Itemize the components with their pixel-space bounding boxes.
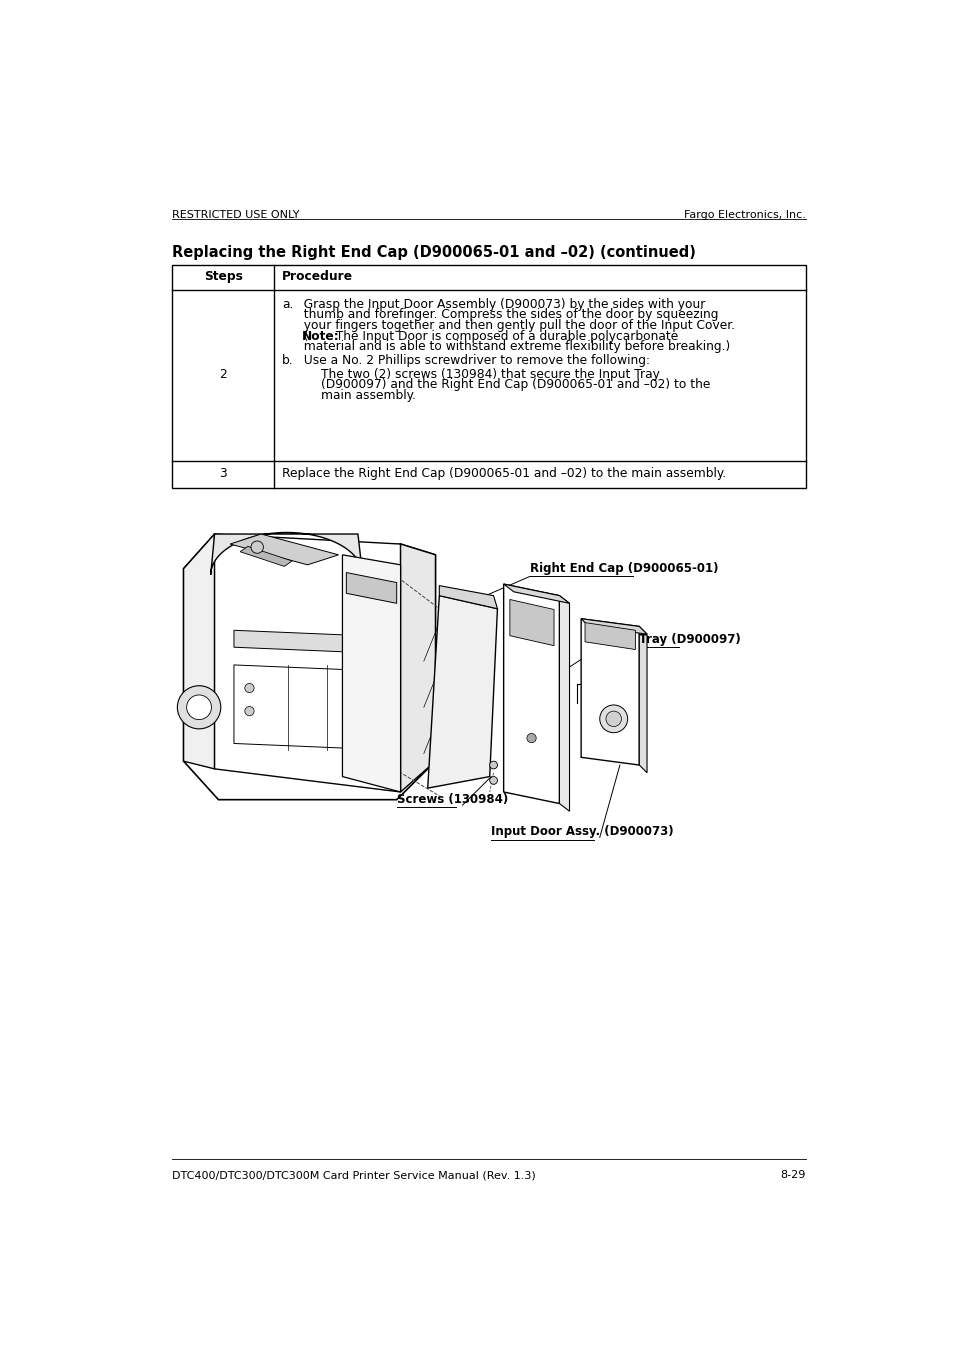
- Text: Replace the Right End Cap (D900065-01 and –02) to the main assembly.: Replace the Right End Cap (D900065-01 an…: [282, 467, 725, 480]
- Text: a.: a.: [282, 297, 294, 311]
- Text: The Input Door is composed of a durable polycarbonate: The Input Door is composed of a durable …: [328, 330, 678, 343]
- Polygon shape: [211, 532, 362, 574]
- Text: Right End Cap (D900065-01): Right End Cap (D900065-01): [530, 562, 718, 574]
- Text: Input Tray (D900097): Input Tray (D900097): [599, 632, 740, 646]
- Text: (D900097) and the Right End Cap (D900065-01 and –02) to the: (D900097) and the Right End Cap (D900065…: [320, 378, 709, 392]
- Circle shape: [489, 761, 497, 769]
- Circle shape: [187, 694, 212, 720]
- Text: DTC400/DTC300/DTC300M Card Printer Service Manual (Rev. 1.3): DTC400/DTC300/DTC300M Card Printer Servi…: [172, 1170, 536, 1179]
- Text: 2: 2: [219, 367, 227, 381]
- Polygon shape: [427, 596, 497, 788]
- Polygon shape: [400, 544, 435, 792]
- Text: (: (: [295, 330, 308, 343]
- Text: material and is able to withstand extreme flexibility before breaking.): material and is able to withstand extrem…: [295, 340, 729, 353]
- Circle shape: [489, 777, 497, 785]
- Text: The two (2) screws (130984) that secure the Input Tray: The two (2) screws (130984) that secure …: [320, 367, 659, 381]
- Text: b.: b.: [282, 354, 294, 367]
- Text: 3: 3: [219, 467, 227, 480]
- Text: Screws (130984): Screws (130984): [396, 793, 507, 805]
- Text: Fargo Electronics, Inc.: Fargo Electronics, Inc.: [683, 209, 805, 220]
- Polygon shape: [183, 534, 435, 800]
- Text: Replacing the Right End Cap (D900065-01 and –02) (continued): Replacing the Right End Cap (D900065-01 …: [172, 246, 695, 261]
- Polygon shape: [584, 623, 635, 650]
- Bar: [172, 265, 805, 488]
- Text: main assembly.: main assembly.: [320, 389, 416, 401]
- Text: your fingers together and then gently pull the door of the Input Cover.: your fingers together and then gently pu…: [295, 319, 735, 332]
- Circle shape: [245, 684, 253, 693]
- Circle shape: [599, 705, 627, 732]
- Polygon shape: [230, 534, 338, 565]
- Polygon shape: [558, 596, 569, 811]
- Polygon shape: [580, 619, 639, 765]
- Text: RESTRICTED USE ONLY: RESTRICTED USE ONLY: [172, 209, 299, 220]
- Circle shape: [177, 686, 220, 728]
- Polygon shape: [214, 534, 400, 792]
- Polygon shape: [580, 619, 646, 634]
- Circle shape: [605, 711, 620, 727]
- Polygon shape: [233, 631, 381, 654]
- Text: Procedure: Procedure: [282, 270, 353, 284]
- Circle shape: [526, 734, 536, 743]
- Circle shape: [245, 707, 253, 716]
- Polygon shape: [503, 584, 569, 604]
- Polygon shape: [346, 573, 396, 604]
- Text: thumb and forefinger. Compress the sides of the door by squeezing: thumb and forefinger. Compress the sides…: [295, 308, 718, 322]
- Text: Use a No. 2 Phillips screwdriver to remove the following:: Use a No. 2 Phillips screwdriver to remo…: [295, 354, 649, 367]
- Circle shape: [251, 540, 263, 554]
- Polygon shape: [503, 584, 558, 804]
- Polygon shape: [509, 600, 554, 646]
- Polygon shape: [240, 546, 292, 566]
- Polygon shape: [639, 627, 646, 773]
- Text: Input Door Assy. (D900073): Input Door Assy. (D900073): [491, 825, 673, 838]
- Text: Grasp the Input Door Assembly (D900073) by the sides with your: Grasp the Input Door Assembly (D900073) …: [295, 297, 704, 311]
- Text: 8-29: 8-29: [780, 1170, 805, 1179]
- Text: Steps: Steps: [203, 270, 242, 284]
- Text: Note:: Note:: [302, 330, 339, 343]
- Polygon shape: [183, 534, 214, 769]
- Polygon shape: [342, 555, 400, 792]
- Polygon shape: [439, 585, 497, 609]
